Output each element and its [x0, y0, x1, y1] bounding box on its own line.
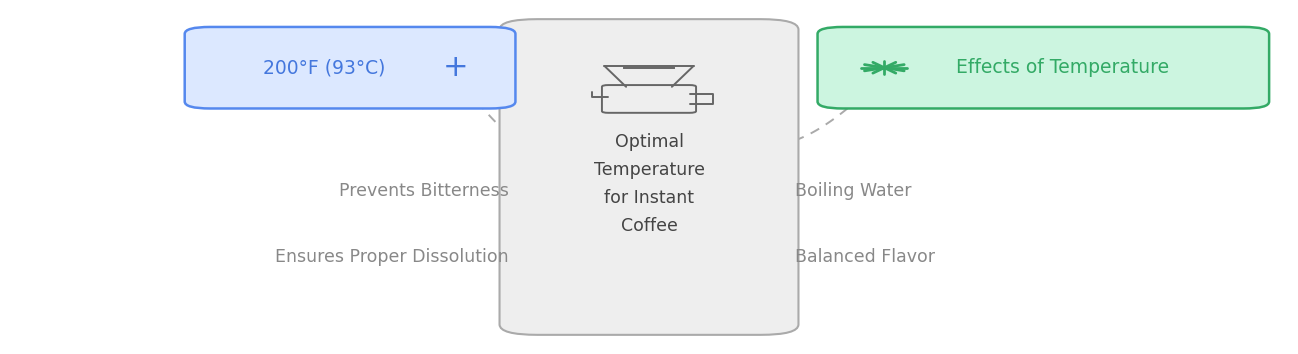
Text: Prevents Bitterness: Prevents Bitterness: [339, 182, 509, 200]
Text: Effects of Temperature: Effects of Temperature: [955, 58, 1169, 77]
Text: Temperature: Temperature: [593, 161, 705, 179]
FancyBboxPatch shape: [500, 19, 798, 335]
Text: Ensures Proper Dissolution: Ensures Proper Dissolution: [275, 248, 509, 266]
Text: 200°F (93°C): 200°F (93°C): [263, 58, 386, 77]
FancyBboxPatch shape: [818, 27, 1269, 108]
Text: Balanced Flavor: Balanced Flavor: [796, 248, 936, 266]
Text: Coffee: Coffee: [620, 217, 678, 235]
Text: Optimal: Optimal: [614, 133, 684, 151]
Text: +: +: [443, 53, 469, 82]
FancyBboxPatch shape: [184, 27, 515, 108]
Text: for Instant: for Instant: [604, 189, 694, 207]
Text: Boiling Water: Boiling Water: [796, 182, 911, 200]
